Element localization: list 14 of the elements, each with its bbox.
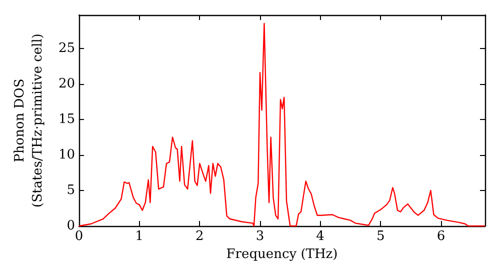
y-tick-label: 0 <box>66 218 75 234</box>
y-tick-label: 25 <box>58 40 75 56</box>
x-tick-label: 4 <box>316 229 324 244</box>
x-tick-label: 6 <box>436 229 446 244</box>
x-tick-label: 2 <box>196 229 204 244</box>
y-tick-label: 20 <box>58 76 75 92</box>
x-tick-label: 5 <box>376 229 385 244</box>
x-axis-title: Frequency (THz) <box>226 247 338 262</box>
x-tick-label: 1 <box>135 229 144 244</box>
y-tick-label: 5 <box>66 182 75 198</box>
y-tick-label: 15 <box>58 112 75 127</box>
y-tick-label: 10 <box>58 147 75 162</box>
y-axis-title: Phonon DOS (States/THz·primitive cell) <box>12 33 46 208</box>
x-tick-label: 3 <box>256 229 264 244</box>
